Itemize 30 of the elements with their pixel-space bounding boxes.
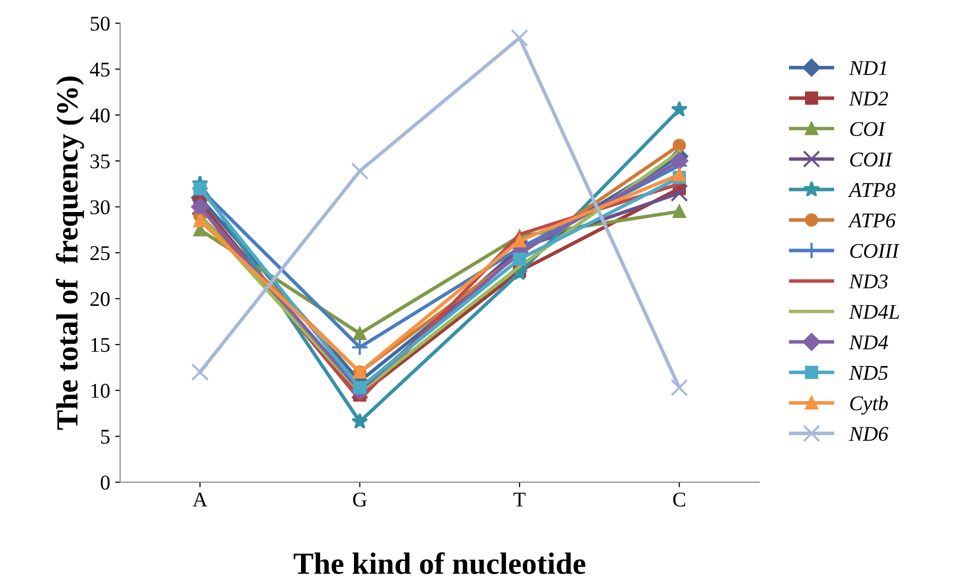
y-tick-label: 35 xyxy=(90,154,110,168)
legend-label: ND1 xyxy=(848,61,886,75)
x-tick-label: G xyxy=(353,492,367,507)
y-tick-label: 45 xyxy=(90,62,110,77)
x-tick-label: A xyxy=(192,492,208,506)
legend-label: Cytb xyxy=(850,396,888,415)
legend-label: ATP6 xyxy=(848,214,896,228)
legend-label: ND6 xyxy=(848,426,888,441)
legend-label: ND2 xyxy=(848,92,888,106)
legend-label: ND4L xyxy=(848,305,900,319)
y-axis-title: The total of frequency (%) xyxy=(56,76,84,430)
legend-label: ATP8 xyxy=(848,182,896,198)
legend-label: ND3 xyxy=(848,274,888,288)
legend-label: ND4 xyxy=(848,336,888,350)
x-tick-label: C xyxy=(673,492,686,507)
legend-label: COII xyxy=(850,152,893,167)
x-tick-label: T xyxy=(514,492,526,506)
y-tick-label: 5 xyxy=(101,430,110,444)
legend-label: COI xyxy=(850,122,886,136)
y-tick-label: 40 xyxy=(90,108,110,122)
legend-label: ND5 xyxy=(848,366,888,380)
y-tick-label: 0 xyxy=(100,476,110,490)
y-tick-label: 50 xyxy=(90,16,110,31)
y-tick-label: 15 xyxy=(91,338,110,352)
legend-label: COIII xyxy=(850,244,900,258)
y-tick-label: 20 xyxy=(90,292,110,306)
y-tick-label: 25 xyxy=(90,246,110,260)
y-tick-label: 10 xyxy=(91,384,110,398)
y-tick-label: 30 xyxy=(90,200,110,214)
x-axis-title: The kind of nucleotide xyxy=(294,552,586,574)
